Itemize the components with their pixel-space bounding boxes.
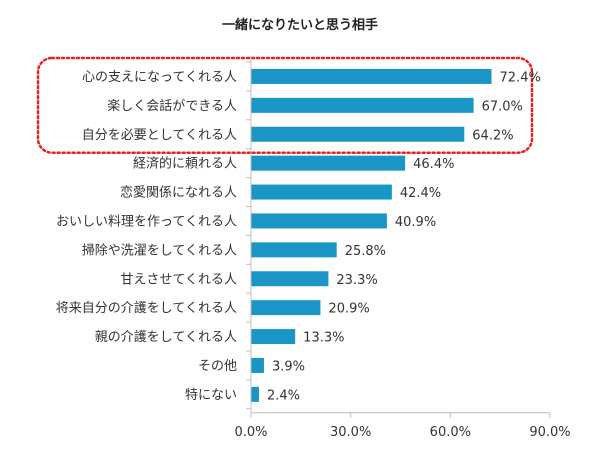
value-label: 67.0% [482, 99, 523, 114]
value-label: 13.3% [303, 331, 344, 346]
value-label: 42.4% [400, 186, 441, 201]
bar [251, 329, 296, 345]
bar [251, 126, 465, 142]
category-label: 恋愛関係になれる人 [120, 185, 237, 201]
value-label: 23.3% [336, 273, 377, 288]
x-tick-label: 0.0% [234, 425, 267, 440]
bar [251, 68, 492, 84]
category-label: 楽しく会話ができる人 [107, 98, 237, 114]
x-tick-label: 90.0% [529, 425, 570, 440]
value-label: 3.9% [272, 359, 305, 374]
x-tick-label: 30.0% [330, 425, 371, 440]
bar [251, 242, 337, 258]
bar [251, 97, 474, 113]
category-label: 自分を必要としてくれる人 [82, 128, 237, 143]
category-label: その他 [198, 359, 237, 374]
x-tick-label: 60.0% [430, 425, 471, 440]
bar [251, 213, 387, 229]
value-label: 40.9% [395, 215, 436, 230]
value-label: 64.2% [472, 128, 513, 143]
bar [251, 300, 321, 316]
value-label: 25.8% [345, 244, 386, 259]
bar [251, 357, 264, 373]
category-label: 特にない [185, 388, 237, 403]
highlight-box [36, 56, 534, 154]
value-label: 72.4% [500, 70, 541, 85]
category-label: おいしい料理を作ってくれる人 [56, 214, 237, 229]
value-label: 20.9% [328, 302, 369, 317]
bar [251, 155, 406, 171]
category-label: 将来自分の介護をしてくれる人 [56, 300, 237, 316]
bar [251, 184, 392, 200]
bar [251, 271, 329, 287]
category-label: 経済的に頼れる人 [133, 156, 237, 172]
bar [251, 386, 259, 402]
category-label: 掃除や洗濯をしてくれる人 [82, 242, 237, 258]
category-label: 心の支えになってくれる人 [82, 70, 237, 85]
value-label: 46.4% [413, 157, 454, 172]
category-label: 甘えさせてくれる人 [120, 272, 237, 287]
chart-title: 一緒になりたいと思う相手 [221, 18, 378, 33]
value-label: 2.4% [267, 388, 300, 403]
category-label: 親の介護をしてくれる人 [95, 329, 237, 345]
